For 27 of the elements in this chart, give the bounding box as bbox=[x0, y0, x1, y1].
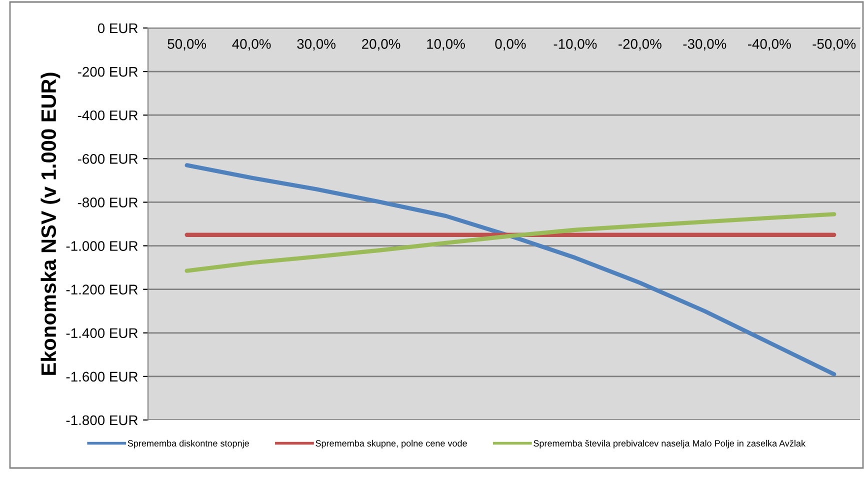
y-tick-label: -1.800 EUR bbox=[66, 415, 138, 426]
x-tick-label: -40,0% bbox=[748, 39, 791, 51]
x-tick-label: -10,0% bbox=[554, 39, 597, 51]
x-tick-label: 40,0% bbox=[232, 39, 271, 51]
y-tick-label: -200 EUR bbox=[78, 66, 138, 77]
x-tick-label: -30,0% bbox=[683, 39, 726, 51]
x-tick-label: 0,0% bbox=[495, 39, 526, 51]
y-tick-label: -1.200 EUR bbox=[66, 284, 138, 295]
x-tick-label: 30,0% bbox=[297, 39, 336, 51]
y-tick-label: -600 EUR bbox=[78, 154, 138, 164]
legend-label: Sprememba skupne, polne cene vode bbox=[316, 440, 467, 448]
y-tick-label: 0 EUR bbox=[98, 23, 138, 34]
legend-label: Sprememba diskontne stopnje bbox=[128, 440, 249, 448]
y-tick-label: -1.000 EUR bbox=[66, 241, 138, 251]
x-tick-label: 10,0% bbox=[427, 39, 465, 51]
y-axis-title: Ekonomska NSV (v 1.000 EUR) bbox=[40, 72, 60, 375]
y-tick-label: -1.400 EUR bbox=[66, 328, 138, 338]
y-tick-label: -800 EUR bbox=[78, 198, 138, 208]
legend-label: Sprememba števila prebivalcev naselja Malo Polje in zaselka Avžlak bbox=[534, 440, 806, 448]
line-series bbox=[184, 163, 836, 376]
x-tick-label: 50,0% bbox=[168, 39, 206, 51]
x-tick-label: -50,0% bbox=[812, 39, 856, 51]
x-tick-label: -20,0% bbox=[618, 39, 662, 51]
line-series bbox=[184, 212, 836, 273]
x-tick-label: 20,0% bbox=[362, 39, 400, 51]
y-tick-label: -400 EUR bbox=[78, 110, 138, 120]
y-tick-label: -1.600 EUR bbox=[66, 372, 138, 382]
